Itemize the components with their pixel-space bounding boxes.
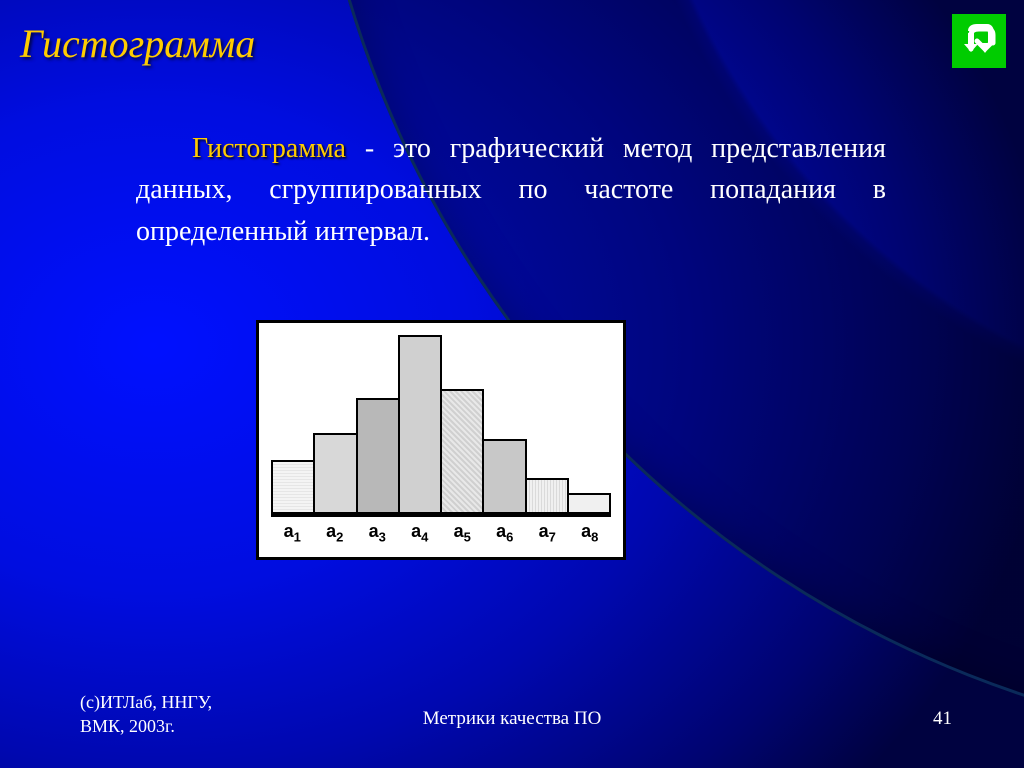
histogram-bar bbox=[313, 433, 357, 514]
histogram-bar bbox=[356, 398, 400, 514]
chart-plot-area bbox=[271, 335, 611, 517]
histogram-chart: a1a2a3a4a5a6a7a8 bbox=[256, 320, 626, 560]
footer-title: Метрики качества ПО bbox=[0, 708, 1024, 730]
histogram-bar bbox=[482, 439, 526, 514]
bars-container bbox=[271, 335, 611, 514]
histogram-bar bbox=[567, 493, 611, 514]
axis-label: a4 bbox=[399, 521, 442, 551]
histogram-bar bbox=[525, 478, 569, 514]
slide-title: Гистограмма bbox=[20, 20, 255, 67]
return-icon bbox=[959, 21, 999, 61]
axis-label: a6 bbox=[484, 521, 527, 551]
axis-label: a1 bbox=[271, 521, 314, 551]
axis-label: a2 bbox=[314, 521, 357, 551]
histogram-bar bbox=[398, 335, 442, 514]
back-button[interactable] bbox=[952, 14, 1006, 68]
histogram-bar bbox=[271, 460, 315, 514]
axis-label: a3 bbox=[356, 521, 399, 551]
highlight-term: Гистограмма bbox=[192, 133, 346, 164]
page-number: 41 bbox=[933, 708, 952, 730]
histogram-bar bbox=[440, 389, 484, 514]
axis-label: a8 bbox=[569, 521, 612, 551]
body-paragraph: Гистограмма - это графический метод пред… bbox=[136, 128, 886, 252]
labels-container: a1a2a3a4a5a6a7a8 bbox=[271, 521, 611, 551]
axis-label: a5 bbox=[441, 521, 484, 551]
axis-label: a7 bbox=[526, 521, 569, 551]
